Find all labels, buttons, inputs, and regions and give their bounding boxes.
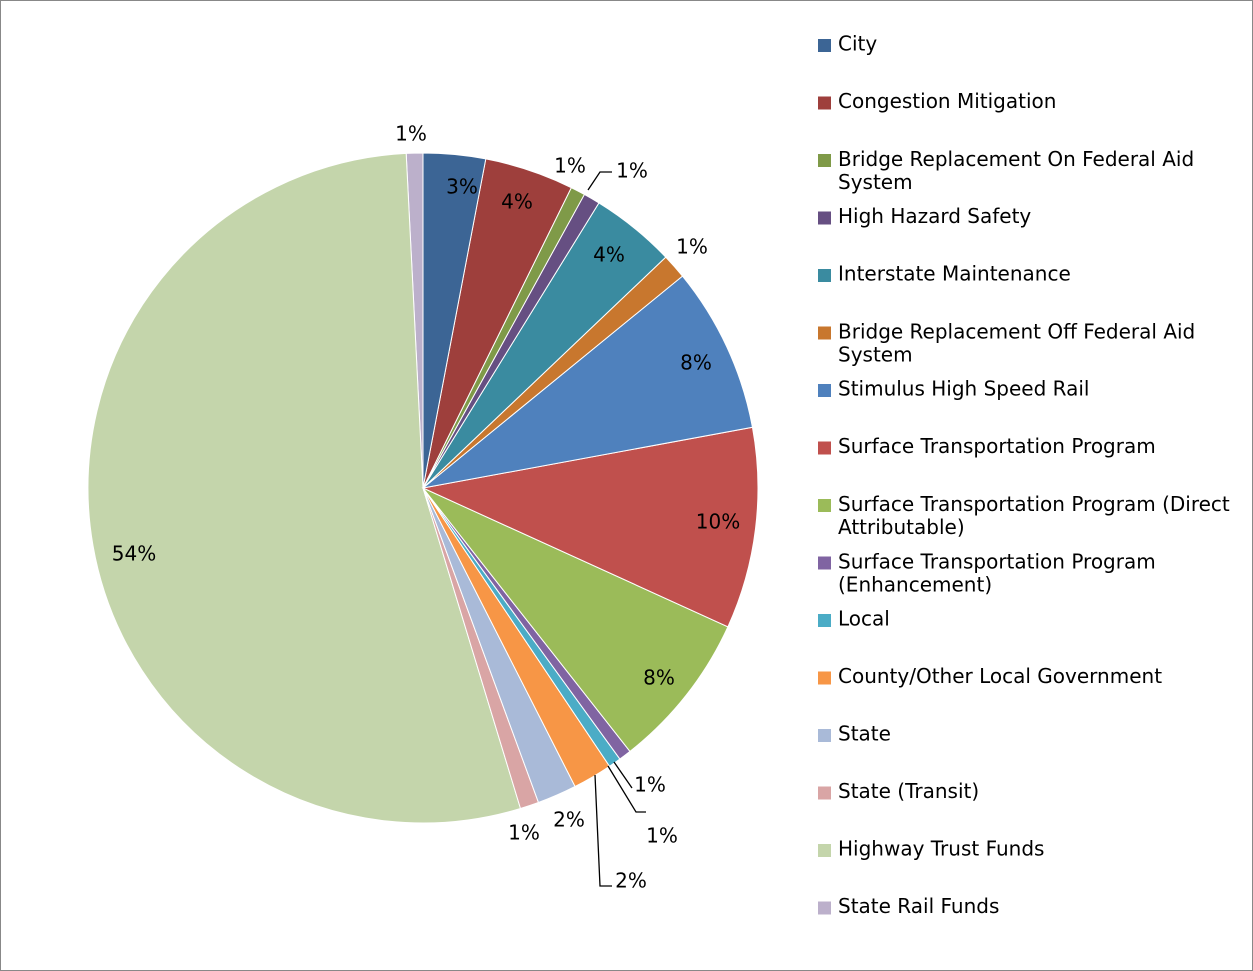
slice: [422, 152, 487, 489]
legend-label: County/Other Local Government: [838, 664, 1162, 688]
legend-swatch: [818, 844, 831, 857]
legend-swatch: [818, 441, 831, 455]
leader-line: [607, 765, 646, 813]
data-label: 8%: [643, 666, 675, 690]
legend-label: High Hazard Safety: [838, 204, 1031, 228]
legend-label: Surface Transportation Program (Direct At…: [838, 492, 1230, 539]
leader-line: [594, 774, 612, 887]
legend-swatch: [818, 154, 831, 167]
data-label: 54%: [112, 542, 156, 566]
legend-label: State: [838, 722, 891, 746]
legend-label: Congestion Mitigation: [838, 89, 1056, 113]
legend-swatch: [818, 384, 831, 397]
legend-swatch: [818, 671, 831, 685]
legend-label-line: Surface Transportation Program: [838, 549, 1156, 573]
slice: [421, 426, 759, 628]
legend-label-line: Surface Transportation Program (Direct: [838, 492, 1230, 516]
legend-label: Bridge Replacement On Federal Aid System: [838, 147, 1194, 194]
data-label: 1%: [616, 159, 648, 183]
legend-swatch: [818, 499, 831, 512]
legend-swatch: [818, 614, 831, 627]
legend-label: Surface Transportation Program (Enhanceme…: [838, 549, 1156, 596]
legend-label-line: System: [838, 342, 913, 366]
data-label: 3%: [446, 175, 478, 199]
legend-swatch: [818, 269, 831, 282]
slice: [422, 275, 754, 489]
legend-swatch: [818, 326, 831, 340]
legend-label: Bridge Replacement Off Federal Aid System: [838, 319, 1195, 366]
legend-swatch: [818, 96, 831, 110]
legend-label-line: Attributable): [838, 515, 965, 539]
data-label: 8%: [680, 351, 712, 375]
legend-label: City: [838, 32, 877, 56]
legend-swatch: [818, 556, 831, 570]
legend-label-line: Bridge Replacement On Federal Aid: [838, 147, 1194, 171]
legend-label: Surface Transportation Program: [838, 434, 1156, 458]
legend-label-line: (Enhancement): [838, 572, 992, 596]
legend-label-line: System: [838, 170, 913, 194]
data-label: 2%: [553, 808, 585, 832]
data-label: 4%: [593, 243, 625, 267]
legend-swatch: [818, 786, 831, 800]
legend-swatch: [818, 211, 831, 225]
data-label: 10%: [696, 510, 740, 534]
leader-line: [613, 761, 633, 789]
legend-swatch: [818, 901, 831, 915]
legend-label: Interstate Maintenance: [838, 262, 1071, 286]
legend-label: Stimulus High Speed Rail: [838, 377, 1089, 401]
slice: [87, 152, 522, 824]
data-label: 1%: [395, 122, 427, 146]
legend-swatch: [818, 39, 831, 52]
data-label: 1%: [554, 154, 586, 178]
leader-line: [587, 171, 612, 191]
slice: [422, 487, 729, 753]
legend-label: Highway Trust Funds: [838, 837, 1044, 861]
legend-label: Local: [838, 607, 890, 631]
data-label: 1%: [634, 773, 666, 797]
data-label: 4%: [501, 190, 533, 214]
data-label: 2%: [615, 869, 647, 893]
data-label: 1%: [646, 824, 678, 848]
legend-label-line: Bridge Replacement Off Federal Aid: [838, 319, 1195, 343]
data-label: 1%: [676, 235, 708, 259]
legend-label: State Rail Funds: [838, 894, 999, 918]
data-label: 1%: [508, 821, 540, 845]
legend-label: State (Transit): [838, 779, 979, 803]
legend-swatch: [818, 729, 831, 742]
